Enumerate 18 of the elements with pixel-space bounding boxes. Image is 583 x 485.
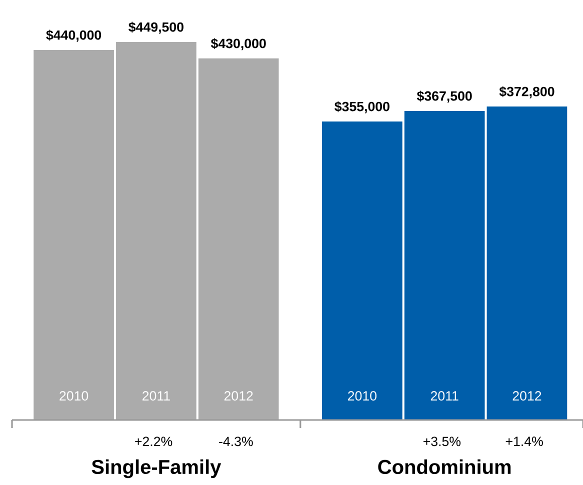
text: +1.4% [506,436,543,446]
x-tick-label: 2010 [348,391,376,401]
x-tick-label: 2010 [60,391,88,401]
x-tick-label: 2011 [142,391,170,401]
text: +3.5% [423,436,461,446]
x-tick-label: 2012 [512,391,542,401]
text: +2.2% [135,436,172,446]
text: -4.3% [219,436,253,446]
data-label: $440,000 [46,30,102,42]
data-label: $430,000 [210,38,266,50]
data-label: $355,000 [334,101,390,114]
text: Condominium [378,459,511,474]
data-label: $449,500 [128,22,184,34]
text: Single-Family [92,459,222,478]
x-tick-label: 2012 [224,391,253,401]
data-label: $367,500 [416,90,472,103]
x-tick-label: 2011 [430,391,458,401]
data-label: $372,800 [499,86,554,98]
